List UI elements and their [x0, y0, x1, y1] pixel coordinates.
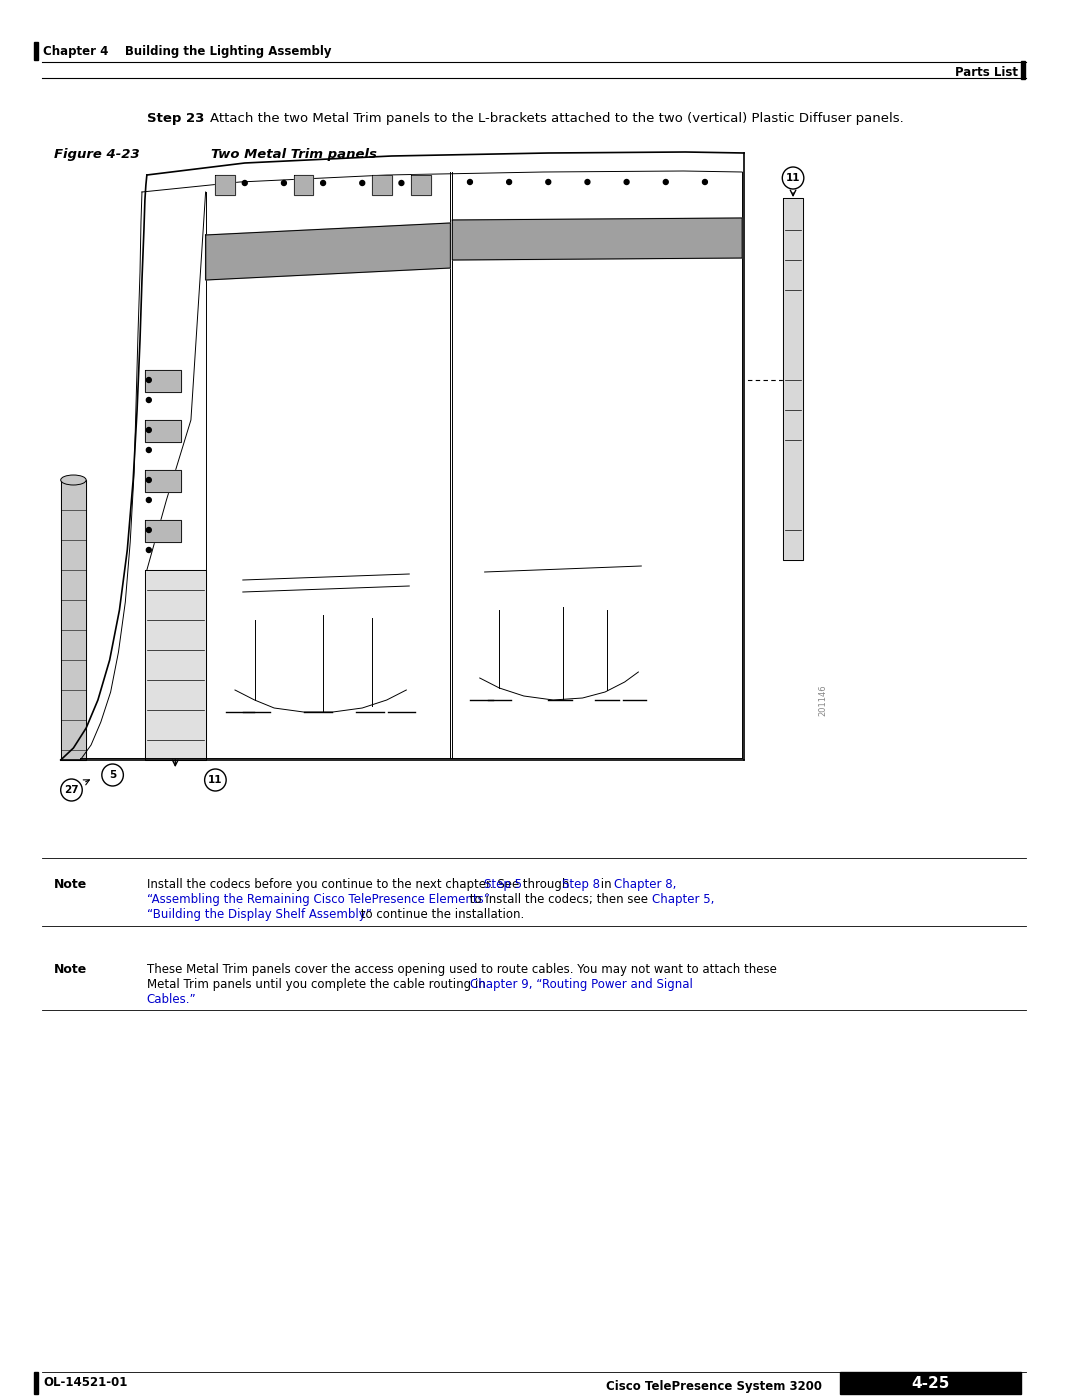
Text: Chapter 9, “Routing Power and Signal: Chapter 9, “Routing Power and Signal — [470, 978, 693, 990]
Bar — [1022, 61, 1025, 80]
Text: 201146: 201146 — [818, 685, 827, 715]
Circle shape — [147, 528, 151, 532]
Text: to install the codecs; then see: to install the codecs; then see — [467, 893, 652, 907]
Polygon shape — [60, 481, 86, 760]
Circle shape — [147, 427, 151, 433]
Text: Two Metal Trim panels: Two Metal Trim panels — [211, 148, 376, 161]
Circle shape — [585, 179, 590, 184]
Circle shape — [624, 179, 629, 184]
Circle shape — [204, 768, 226, 791]
Text: Figure 4-23: Figure 4-23 — [54, 148, 139, 161]
Circle shape — [147, 548, 151, 552]
Text: Metal Trim panels until you complete the cable routing in: Metal Trim panels until you complete the… — [147, 978, 489, 990]
Circle shape — [282, 180, 286, 186]
Bar — [35, 1372, 38, 1394]
Text: Cisco TelePresence System 3200: Cisco TelePresence System 3200 — [607, 1380, 823, 1393]
Circle shape — [60, 780, 82, 800]
Ellipse shape — [60, 475, 86, 485]
Circle shape — [782, 168, 804, 189]
Circle shape — [545, 179, 551, 184]
Bar — [35, 42, 38, 60]
Polygon shape — [372, 175, 392, 196]
Circle shape — [147, 447, 151, 453]
Text: Chapter 8,: Chapter 8, — [613, 877, 676, 891]
Text: Parts List: Parts List — [955, 66, 1018, 78]
Text: Attach the two Metal Trim panels to the L-brackets attached to the two (vertical: Attach the two Metal Trim panels to the … — [210, 112, 903, 124]
Text: “Assembling the Remaining Cisco TelePresence Elements”: “Assembling the Remaining Cisco TelePres… — [147, 893, 489, 907]
Text: Step 8: Step 8 — [562, 877, 600, 891]
Text: These Metal Trim panels cover the access opening used to route cables. You may n: These Metal Trim panels cover the access… — [147, 963, 777, 977]
Circle shape — [399, 180, 404, 186]
Text: 5: 5 — [109, 770, 117, 780]
Polygon shape — [145, 370, 181, 393]
Circle shape — [360, 180, 365, 186]
Polygon shape — [205, 224, 450, 279]
Circle shape — [321, 180, 325, 186]
Circle shape — [147, 478, 151, 482]
Circle shape — [102, 764, 123, 787]
Text: in: in — [597, 877, 616, 891]
Polygon shape — [145, 570, 205, 760]
Text: Step 23: Step 23 — [147, 112, 204, 124]
Text: Step 5: Step 5 — [484, 877, 522, 891]
Text: “Building the Display Shelf Assembly”: “Building the Display Shelf Assembly” — [147, 908, 372, 921]
Circle shape — [663, 179, 669, 184]
Polygon shape — [411, 175, 431, 196]
Text: 27: 27 — [64, 785, 79, 795]
Text: to continue the installation.: to continue the installation. — [357, 908, 525, 921]
Polygon shape — [453, 218, 742, 260]
Text: Note: Note — [54, 877, 87, 891]
Text: 11: 11 — [786, 173, 800, 183]
Polygon shape — [783, 198, 802, 560]
Text: 4-25: 4-25 — [910, 1376, 949, 1390]
Circle shape — [507, 179, 512, 184]
Circle shape — [702, 179, 707, 184]
Text: 11: 11 — [208, 775, 222, 785]
Circle shape — [147, 497, 151, 503]
Bar — [840, 1372, 1022, 1394]
Polygon shape — [145, 420, 181, 441]
Text: through: through — [518, 877, 573, 891]
Circle shape — [147, 377, 151, 383]
Text: Note: Note — [54, 963, 87, 977]
Polygon shape — [215, 175, 235, 196]
Circle shape — [242, 180, 247, 186]
Polygon shape — [294, 175, 313, 196]
Text: Cables.”: Cables.” — [147, 993, 197, 1006]
Text: Chapter 4    Building the Lighting Assembly: Chapter 4 Building the Lighting Assembly — [43, 45, 332, 57]
Circle shape — [468, 179, 472, 184]
Polygon shape — [145, 520, 181, 542]
Text: Install the codecs before you continue to the next chapter. See: Install the codecs before you continue t… — [147, 877, 523, 891]
Text: OL-14521-01: OL-14521-01 — [43, 1376, 127, 1389]
Text: Chapter 5,: Chapter 5, — [652, 893, 715, 907]
Polygon shape — [145, 469, 181, 492]
Circle shape — [147, 398, 151, 402]
